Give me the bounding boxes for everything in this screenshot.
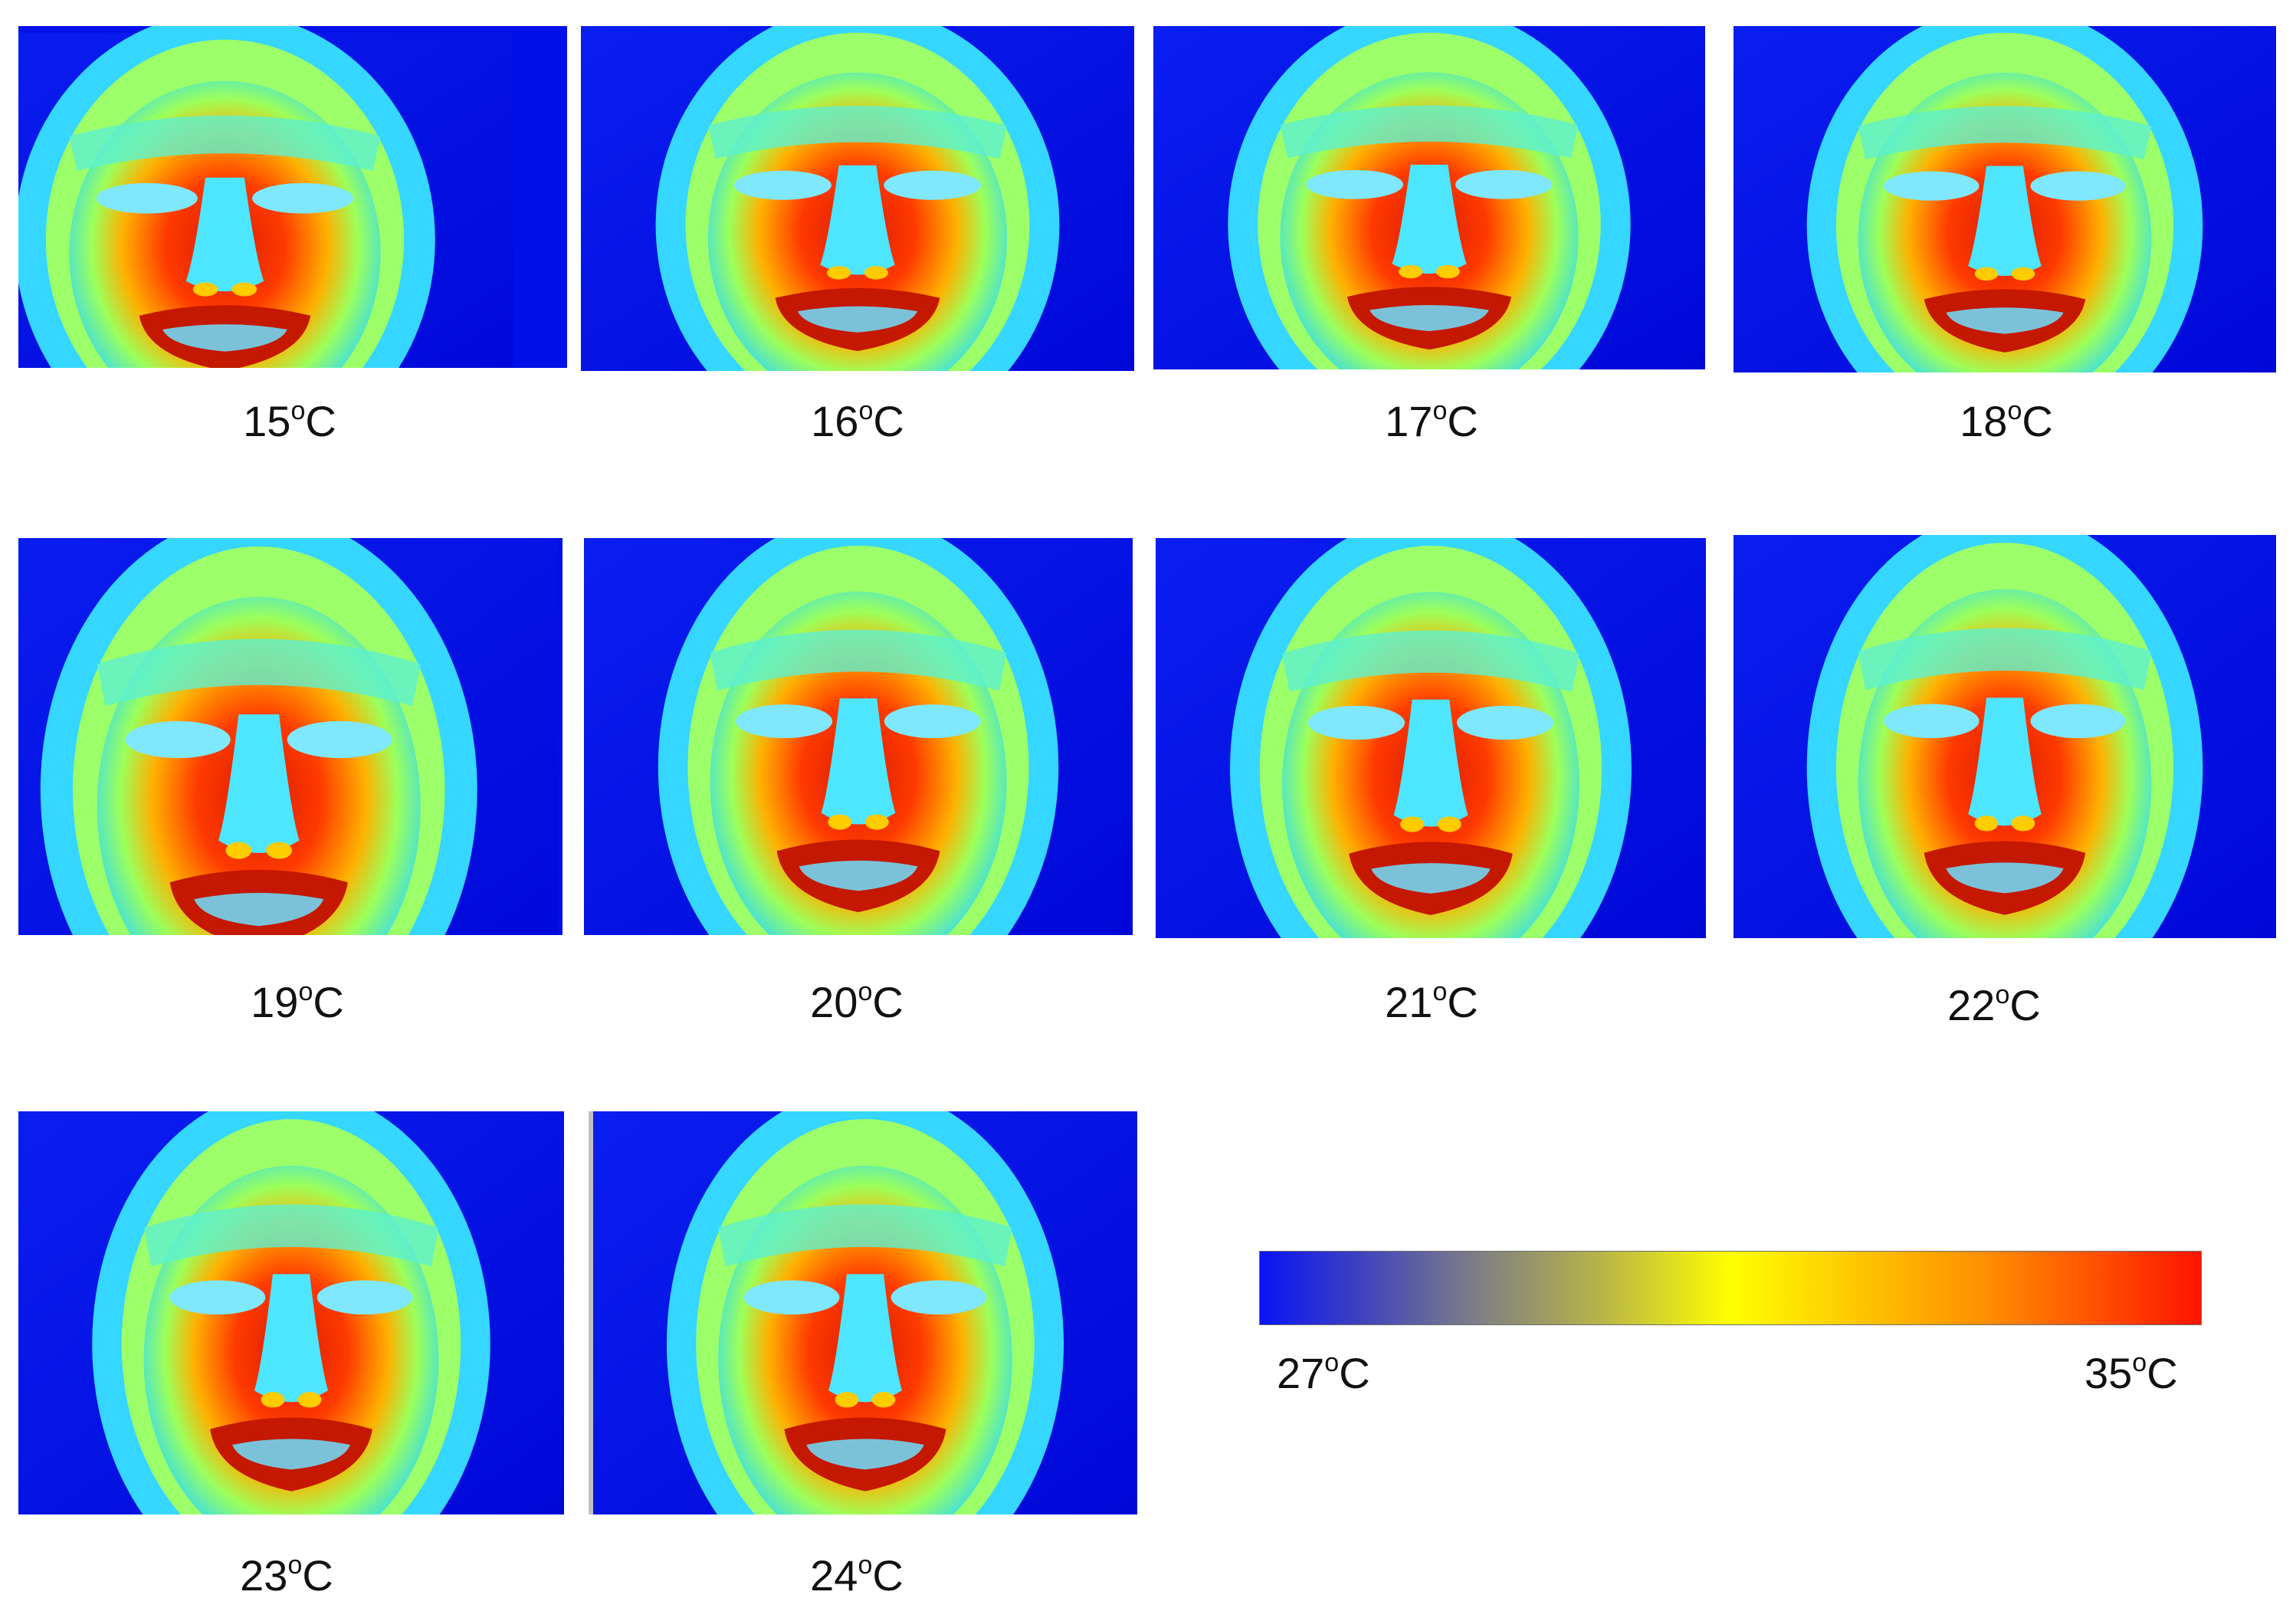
caption-16c: 16oC: [811, 396, 904, 445]
caption-19c: 19oC: [251, 977, 344, 1026]
caption-22c: 22oC: [1947, 980, 2041, 1029]
caption-18c: 18oC: [1960, 396, 2053, 445]
caption-17c: 17oC: [1385, 396, 1478, 445]
caption-23c: 23oC: [240, 1551, 333, 1600]
caption-24c: 24oC: [810, 1551, 904, 1600]
temperature-color-scale: [1259, 1251, 2202, 1325]
thermogram-24c: [589, 1111, 1137, 1514]
thermogram-21c: [1156, 538, 1706, 938]
caption-21c: 21oC: [1385, 977, 1478, 1026]
thermogram-17c: [1153, 26, 1705, 369]
thermogram-20c: [584, 538, 1133, 935]
caption-20c: 20oC: [810, 977, 904, 1026]
thermogram-19c: [18, 538, 563, 935]
scale-min-label: 27oC: [1277, 1348, 1370, 1397]
caption-15c: 15oC: [243, 396, 336, 445]
thermogram-16c: [581, 26, 1134, 371]
thermogram-18c: [1733, 26, 2276, 372]
scale-max-label: 35oC: [2084, 1348, 2178, 1397]
thermogram-22c: [1733, 535, 2276, 938]
thermogram-23c: [18, 1111, 564, 1514]
thermogram-15c: [18, 26, 567, 368]
